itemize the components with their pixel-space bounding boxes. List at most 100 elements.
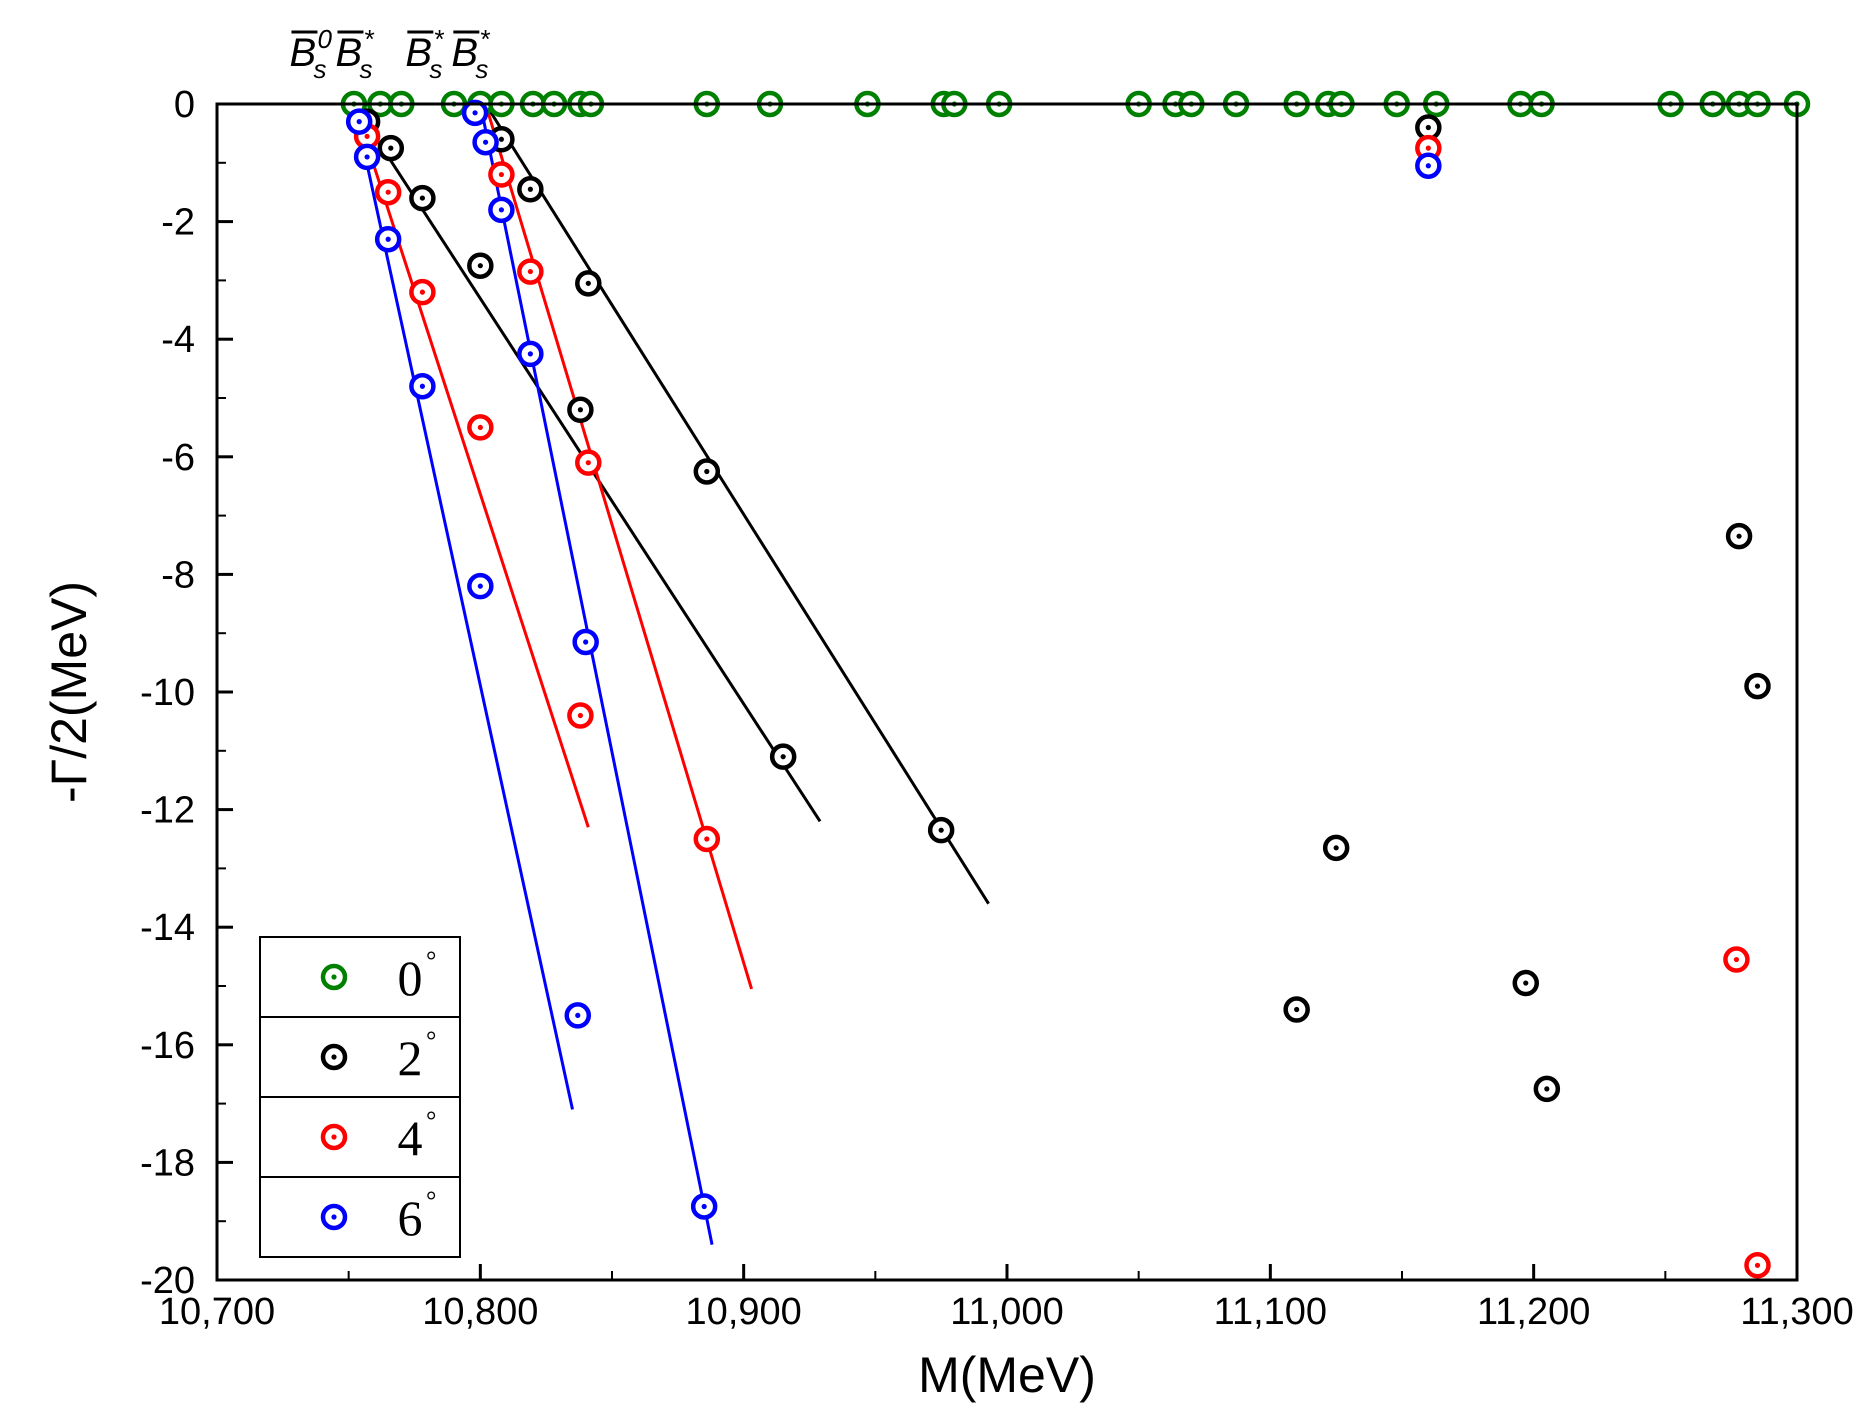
y-tick-label: -6 <box>161 437 195 479</box>
legend-marker <box>320 1203 348 1231</box>
data-point <box>409 184 436 212</box>
x-tick-label: 10,700 <box>159 1291 275 1333</box>
legend-degree: ° <box>426 946 436 975</box>
y-tick-label: -8 <box>161 554 195 596</box>
data-point <box>693 458 721 485</box>
fit-lines <box>352 104 990 1246</box>
data-point <box>1415 114 1442 141</box>
y-tick-label: -14 <box>140 907 195 949</box>
svg-text:*: * <box>433 24 444 54</box>
svg-text:s: s <box>429 54 442 84</box>
data-point <box>1725 522 1753 550</box>
svg-text:B: B <box>405 31 432 75</box>
legend-degree: ° <box>426 1186 436 1215</box>
y-tick-label: -12 <box>140 790 195 832</box>
y-tick-label: 0 <box>174 84 195 126</box>
data-point <box>374 178 402 206</box>
data-point <box>572 628 599 656</box>
x-axis-title: M(MeV) <box>918 1347 1096 1403</box>
legend: 0 °2 °4 °6 ° <box>259 936 461 1258</box>
y-axis-title: -Γ/2(MeV) <box>41 581 97 803</box>
data-point <box>488 161 515 188</box>
svg-text:s: s <box>313 54 326 84</box>
axes: 10,700 10,800 10,900 11,000 11,100 11,200 11,3… <box>140 84 1854 1333</box>
y-tick-label: -2 <box>161 202 195 244</box>
svg-text:B: B <box>335 31 362 75</box>
legend-label: 4 <box>398 1110 423 1166</box>
data-point <box>467 414 494 441</box>
data-point <box>690 1193 718 1220</box>
svg-text:s: s <box>359 54 372 84</box>
fit-line <box>352 104 574 1110</box>
data-point <box>472 128 499 156</box>
svg-text:*: * <box>479 24 490 54</box>
legend-marker <box>320 1123 348 1151</box>
y-tick-label: -18 <box>140 1142 195 1184</box>
data-point <box>575 449 602 476</box>
svg-text:0: 0 <box>317 24 332 54</box>
legend-item: 0 ° <box>259 936 461 1018</box>
svg-text:*: * <box>363 24 374 54</box>
data-point <box>769 743 797 770</box>
data-point <box>461 99 489 127</box>
legend-label: 2 <box>398 1030 423 1086</box>
data-point <box>517 340 544 368</box>
legend-item: 2 ° <box>259 1016 461 1098</box>
data-points <box>340 90 1811 1279</box>
data-point <box>517 176 544 203</box>
legend-degree: ° <box>426 1026 436 1055</box>
fit-line <box>484 104 990 905</box>
svg-text:B: B <box>451 31 478 75</box>
y-tick-label: -16 <box>140 1025 195 1067</box>
legend-degree: ° <box>426 1106 436 1135</box>
data-point <box>1283 996 1310 1023</box>
data-point <box>353 143 381 171</box>
data-point <box>567 702 594 729</box>
data-point <box>564 1002 592 1029</box>
x-tick-label: 11,100 <box>1214 1291 1327 1333</box>
x-tick-label: 10,900 <box>686 1291 802 1333</box>
data-point <box>1533 1075 1561 1103</box>
threshold-label: B *s B *s <box>405 24 490 84</box>
x-tick-label: 11,200 <box>1477 1291 1590 1333</box>
threshold-labels: B 0s B *s B *s B *s <box>289 24 490 84</box>
y-tick-label: -20 <box>140 1260 195 1302</box>
legend-marker <box>320 1043 348 1071</box>
y-tick-label: -10 <box>140 672 195 714</box>
data-point <box>409 372 436 400</box>
data-point <box>409 278 436 306</box>
data-point <box>1723 946 1750 973</box>
fit-line <box>352 104 590 828</box>
data-point <box>1322 834 1350 862</box>
data-point <box>488 196 515 224</box>
data-point <box>1744 1252 1771 1279</box>
data-point <box>927 816 955 844</box>
legend-item: 4 ° <box>259 1096 461 1178</box>
threshold-label: B 0s B *s <box>289 24 374 84</box>
legend-item: 6 ° <box>259 1176 461 1258</box>
x-tick-label: 11,300 <box>1740 1291 1853 1333</box>
fit-line <box>478 104 714 1246</box>
legend-marker <box>320 963 348 991</box>
legend-label: 6 <box>398 1190 423 1246</box>
data-point <box>1744 672 1771 700</box>
legend-label: 0 <box>398 950 423 1006</box>
fit-line <box>484 104 754 990</box>
data-point <box>345 108 373 135</box>
y-tick-label: -4 <box>161 319 195 361</box>
svg-text:B: B <box>289 31 316 75</box>
x-tick-label: 11,000 <box>950 1291 1063 1333</box>
data-point <box>575 270 602 297</box>
data-point <box>1512 969 1540 997</box>
data-point <box>1415 152 1442 179</box>
data-point <box>377 134 405 162</box>
data-point <box>374 225 402 253</box>
svg-text:s: s <box>475 54 488 84</box>
x-tick-label: 10,800 <box>422 1291 538 1333</box>
data-point <box>567 396 594 424</box>
data-point <box>517 258 544 285</box>
data-point <box>467 252 494 279</box>
data-point <box>693 825 721 853</box>
data-point <box>467 572 494 600</box>
